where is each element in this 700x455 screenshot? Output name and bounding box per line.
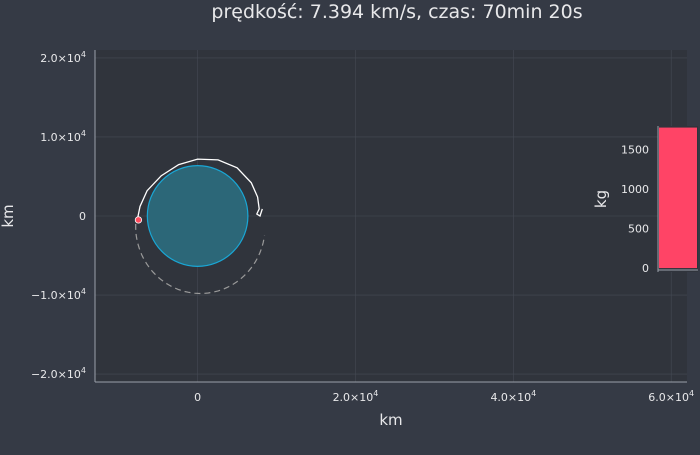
x-tick-label: 4.0×104	[490, 389, 536, 404]
y-tick-labels: 2.0×104 1.0×104 0 −1.0×104 −2.0×104	[31, 50, 86, 381]
x-tick-labels: 0 2.0×104 4.0×104 6.0×104	[194, 389, 694, 404]
y-axis-title: km	[0, 204, 17, 227]
inset-y-tick-label: 1000	[621, 183, 649, 196]
x-tick-label: 6.0×104	[648, 389, 694, 404]
chart-title: prędkość: 7.394 km/s, czas: 70min 20s	[211, 1, 582, 23]
spacecraft-trajectory	[136, 158, 263, 219]
y-tick-label: 2.0×104	[40, 50, 86, 65]
y-tick-label: 0	[79, 210, 86, 223]
planet-earth	[146, 165, 249, 267]
x-tick-label: 0	[194, 391, 201, 404]
x-axis-title: km	[379, 411, 402, 429]
fuel-inset: 0 500 1000 1500 kg	[592, 126, 698, 275]
x-tick-label: 2.0×104	[333, 389, 379, 404]
orbit-plot: 0 2.0×104 4.0×104 6.0×104 2.0×104 1.0×104 0 −1…	[0, 50, 694, 429]
grid-lines	[95, 50, 687, 382]
y-tick-label: −1.0×104	[31, 287, 86, 302]
inset-y-tick-label: 1500	[621, 144, 649, 157]
inset-y-axis-title: kg	[592, 190, 610, 208]
fuel-mass-bar	[659, 127, 697, 269]
future-orbit-dashed	[135, 223, 266, 295]
y-tick-label: 1.0×104	[40, 129, 86, 144]
y-tick-label: −2.0×104	[31, 366, 86, 381]
inset-y-tick-labels: 0 500 1000 1500	[621, 144, 649, 275]
inset-y-tick-label: 0	[642, 262, 649, 275]
spacecraft-marker	[134, 216, 143, 224]
inset-y-tick-label: 500	[628, 223, 649, 236]
